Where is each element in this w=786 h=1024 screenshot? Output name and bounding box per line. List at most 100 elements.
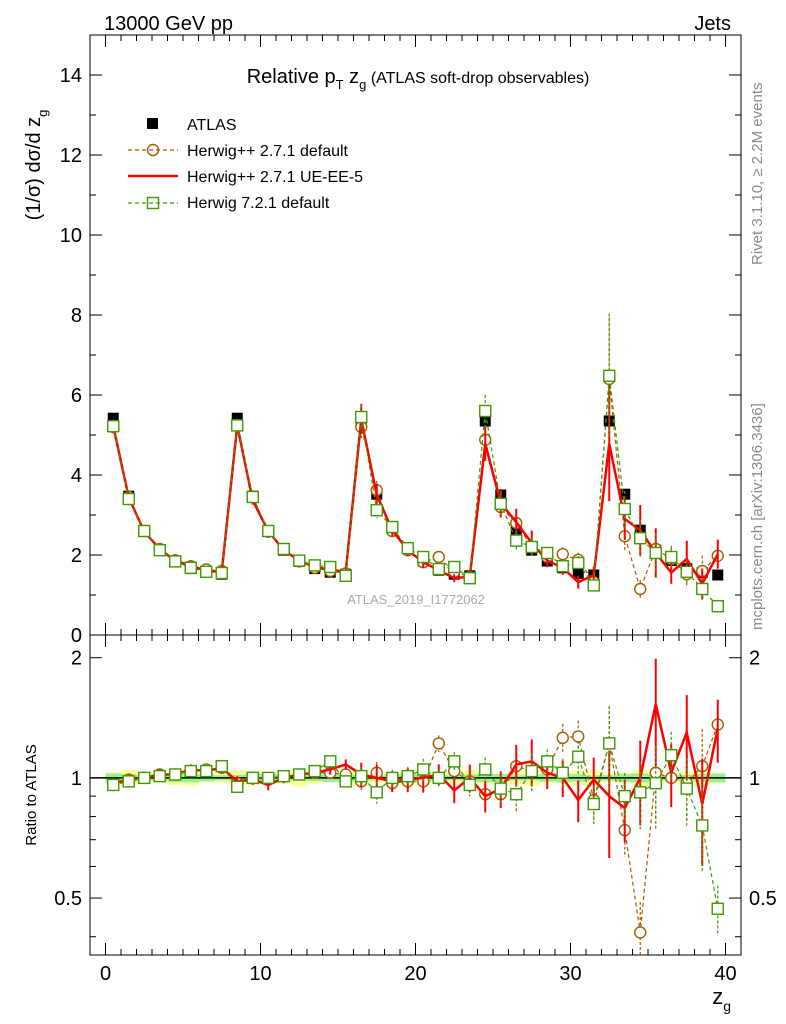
ratio-herwig721-default-point (246, 771, 259, 785)
main-herwig721-default-point (355, 410, 368, 424)
rivet-version-label: Rivet 3.1.10, ≥ 2.2M events (749, 83, 766, 266)
main-herwig721-default-point (634, 532, 647, 545)
main-herwig721-default-point (153, 544, 166, 557)
main-herwig271-default-point (432, 550, 445, 564)
main-y-axis-label: (1/σ) dσ/d zg (23, 110, 50, 221)
main-herwig721-default-point (587, 579, 600, 592)
legend-marker-herwig271-default (146, 143, 160, 157)
ratio-herwig721-default-point (618, 789, 631, 803)
ratio-herwig721-default-point (448, 755, 461, 768)
atlas-data-point (231, 412, 243, 424)
atlas-data-point (712, 569, 724, 581)
main-herwig271-ueee5-line (112, 418, 719, 587)
ratio-herwig721-default-point (308, 764, 321, 778)
ratio-herwig271-default-point (432, 737, 445, 750)
y-tick-label: 2 (71, 545, 82, 567)
legend-label-herwig271-default: Herwig++ 2.7.1 default (187, 143, 349, 160)
ratio-herwig721-default-point (122, 775, 135, 788)
ratio-herwig721-default-point (370, 786, 383, 799)
ratio-y-axis-label: Ratio to ATLAS (23, 744, 40, 845)
ratio-herwig721-default-point (541, 755, 554, 768)
main-herwig721-default-point (618, 502, 631, 516)
ratio-herwig721-default-point (665, 748, 678, 762)
y-tick-label: 10 (60, 225, 82, 247)
main-herwig721-default-point (246, 490, 259, 504)
main-herwig721-default-point (525, 540, 538, 554)
ratio-herwig721-default-point (339, 775, 352, 788)
ratio-herwig721-default-point (696, 819, 709, 832)
main-herwig721-default-point (107, 420, 120, 433)
ratio-herwig721-default-point (215, 759, 228, 773)
y-tick-label: 6 (71, 385, 82, 407)
main-herwig721-default-point (169, 555, 182, 568)
main-herwig721-default-point (386, 520, 399, 534)
main-axis-ticks: 0 2 4 6 8 10 12 14 (60, 35, 741, 647)
ratio-herwig721-default-point (649, 776, 662, 790)
ratio-herwig271-ueee5-line (112, 703, 719, 811)
ratio-herwig721-default-point (556, 766, 569, 779)
header-left: 13000 GeV pp (104, 13, 233, 35)
ratio-herwig721-default-point (107, 778, 120, 792)
ratio-y-tick-label: 0.5 (54, 888, 82, 910)
main-herwig721-default-point (262, 524, 275, 538)
main-herwig721-default-point (215, 566, 228, 580)
ratio-herwig271-default-point (634, 926, 647, 939)
main-herwig721-default-point (370, 504, 383, 517)
ratio-herwig721-default-point (572, 750, 585, 763)
main-herwig721-default-point (308, 559, 321, 572)
main-herwig721-default-line (112, 375, 719, 607)
ratio-herwig271-default-point (572, 730, 585, 743)
x-tick-label: 10 (249, 963, 271, 985)
ratio-herwig721-default-point (262, 771, 275, 785)
main-herwig271-default-point (556, 548, 569, 561)
legend-label-atlas: ATLAS (187, 117, 237, 134)
x-tick-label: 40 (714, 963, 736, 985)
main-herwig721-default-point (463, 572, 476, 585)
main-herwig721-default-point (231, 419, 244, 432)
ratio-herwig721-default-point (603, 737, 616, 750)
main-herwig721-default-point (649, 546, 662, 560)
ratio-herwig721-default-point (355, 769, 368, 783)
main-herwig721-default-point (122, 492, 135, 506)
main-herwig721-default-point (510, 534, 523, 547)
ratio-herwig721-default-point (432, 771, 445, 785)
ratio-y-tick-label: 2 (71, 648, 82, 670)
ratio-y-tick-label: 1 (749, 768, 760, 790)
y-tick-label: 14 (60, 65, 82, 87)
main-herwig721-default-point (680, 565, 693, 578)
main-herwig721-default-point (277, 542, 290, 556)
x-tick-label: 30 (559, 963, 581, 985)
main-herwig721-default-point (479, 404, 492, 418)
atlas-data-point (572, 567, 584, 579)
main-herwig721-default-point (200, 565, 213, 578)
x-axis-label: zg (712, 984, 731, 1014)
main-herwig721-default-point (339, 569, 352, 582)
ratio-herwig721-default-point (479, 763, 492, 776)
atlas-data-point (619, 488, 631, 500)
ratio-herwig721-default-point (711, 902, 724, 915)
y-tick-label: 8 (71, 305, 82, 327)
main-herwig721-default-point (448, 560, 461, 574)
ratio-herwig721-default-point (277, 769, 290, 783)
header-right: Jets (694, 13, 731, 35)
ratio-herwig721-default-point (200, 764, 213, 778)
ratio-herwig721-default-point (184, 764, 197, 778)
legend-label-herwig721-default: Herwig 7.2.1 default (187, 195, 330, 212)
ratio-herwig721-default-point (401, 769, 414, 783)
ratio-herwig721-default-point (293, 768, 306, 781)
main-herwig721-default-point (603, 369, 616, 382)
ratio-plot-marks (107, 658, 724, 955)
legend-label-herwig271-ueee5: Herwig++ 2.7.1 UE-EE-5 (187, 169, 363, 186)
ratio-herwig721-default-point (417, 763, 430, 776)
ratio-y-tick-label: 0.5 (749, 888, 777, 910)
ratio-herwig721-default-point (324, 755, 337, 768)
y-tick-label: 0 (71, 625, 82, 647)
main-herwig721-default-point (293, 554, 306, 567)
ratio-herwig721-default-point (634, 786, 647, 799)
ratio-herwig721-default-point (231, 780, 244, 793)
ratio-y-tick-label: 2 (749, 648, 760, 670)
main-herwig721-default-point (324, 560, 337, 574)
main-herwig721-default-point (494, 497, 507, 510)
legend-marker-atlas (147, 118, 158, 129)
